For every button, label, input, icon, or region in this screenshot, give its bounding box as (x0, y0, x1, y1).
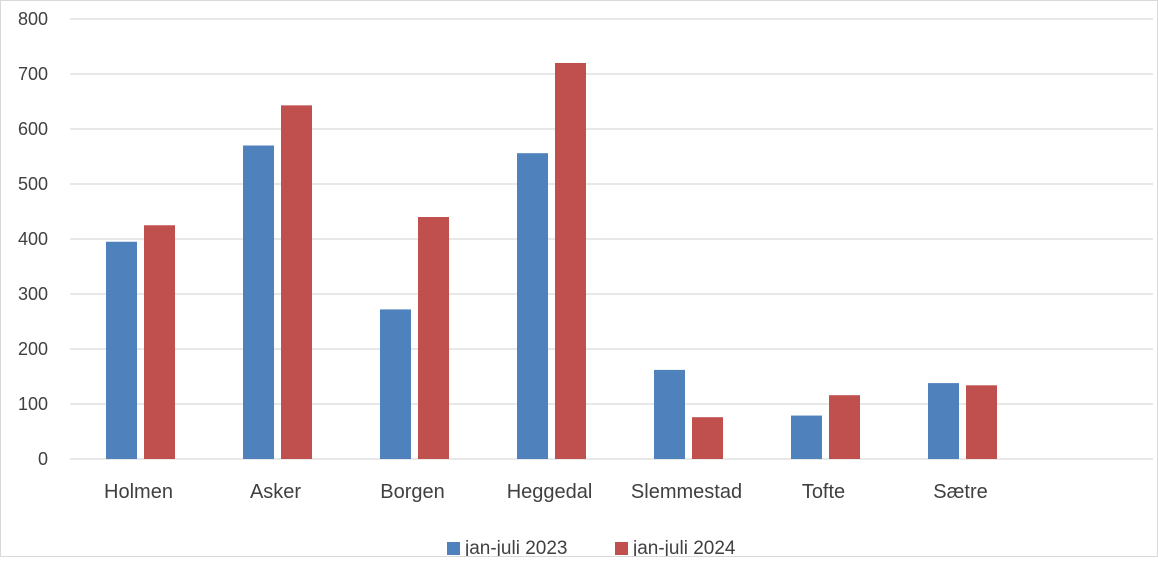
y-tick-label: 700 (18, 64, 48, 84)
x-category-label: Heggedal (507, 481, 593, 503)
y-tick-label: 0 (38, 449, 48, 469)
bar-slemmestad-series-1 (654, 369, 685, 459)
legend-label-series-2: jan-juli 2024 (632, 538, 736, 556)
y-tick-label: 600 (18, 119, 48, 139)
bar-holmen-series-2 (144, 225, 175, 459)
y-axis-ticks: 0 100 200 300 400 500 600 700 800 (18, 9, 48, 469)
x-category-label: Asker (250, 481, 301, 503)
x-category-label: Borgen (380, 481, 445, 503)
y-tick-label: 100 (18, 394, 48, 414)
bar-heggedal-series-1 (517, 153, 548, 459)
bar-holmen-series-1 (106, 241, 137, 459)
bar-slemmestad-series-2 (692, 417, 723, 459)
y-tick-label: 300 (18, 284, 48, 304)
y-tick-label: 400 (18, 229, 48, 249)
y-tick-label: 500 (18, 174, 48, 194)
bar-asker-series-1 (243, 145, 274, 459)
bar-borgen-series-1 (380, 309, 411, 459)
x-category-label: Tofte (802, 481, 845, 503)
x-category-label: Holmen (104, 481, 173, 503)
y-tick-label: 800 (18, 9, 48, 29)
legend-label-series-1: jan-juli 2023 (464, 538, 567, 556)
bar-tofte-series-1 (791, 415, 822, 459)
bar-sætre-series-2 (966, 385, 997, 459)
y-tick-label: 200 (18, 339, 48, 359)
bar-borgen-series-2 (418, 217, 449, 459)
x-category-label: Slemmestad (631, 481, 742, 503)
bar-asker-series-2 (281, 105, 312, 459)
legend-swatch-series-1 (447, 542, 460, 555)
x-category-label: Sætre (933, 481, 987, 503)
bar-heggedal-series-2 (555, 63, 586, 459)
bars (106, 63, 997, 459)
bar-tofte-series-2 (829, 395, 860, 459)
x-axis-category-labels: Holmen Asker Borgen Heggedal Slemmestad Tofte… (104, 481, 988, 503)
legend: jan-juli 2023 jan-juli 2024 (447, 538, 736, 559)
legend-swatch-series-2 (615, 542, 628, 555)
bar-sætre-series-1 (928, 383, 959, 459)
